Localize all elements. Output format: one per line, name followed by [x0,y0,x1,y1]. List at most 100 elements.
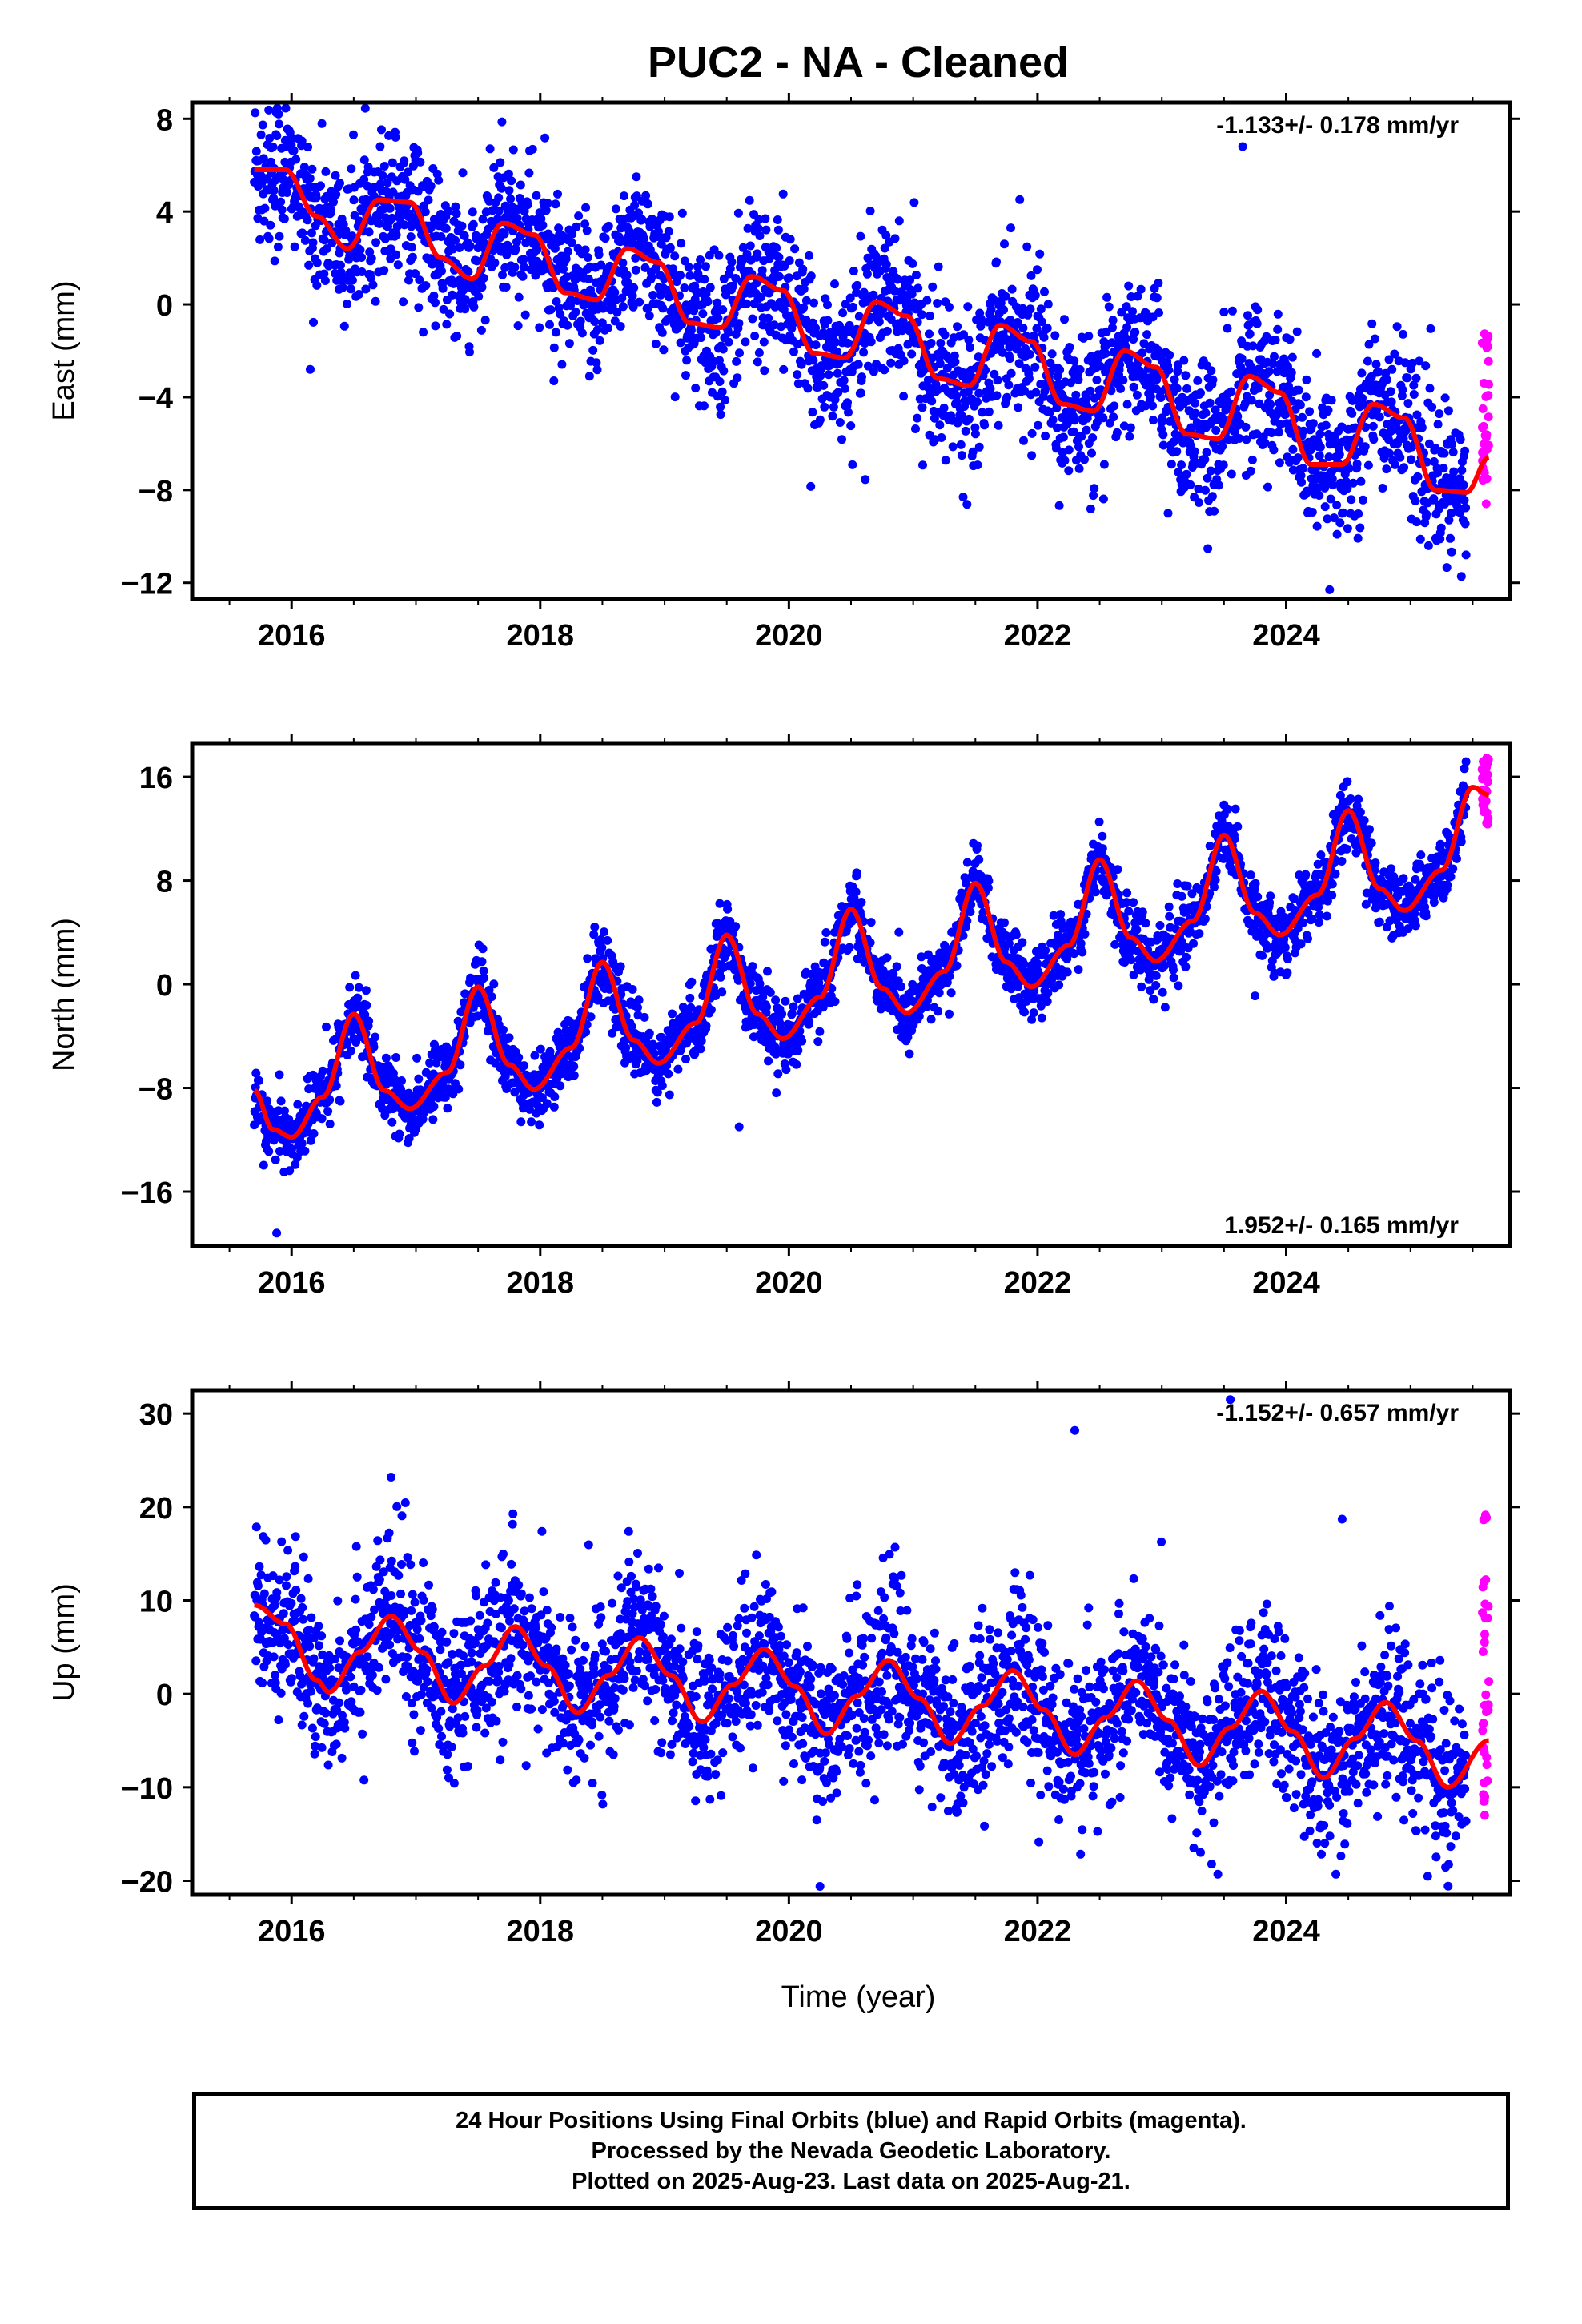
east-final-point [759,337,769,347]
east-y-axis-label: East (mm) [47,280,81,420]
east-final-point [460,231,469,240]
north-final-point [711,991,721,1000]
east-final-point [411,269,420,279]
east-final-point [299,163,309,172]
east-final-point [1413,472,1423,482]
east-final-point [464,267,473,277]
east-final-point [1353,533,1363,543]
north-final-point [431,1043,440,1053]
east-final-point [556,309,565,319]
east-final-point [1442,563,1452,573]
east-final-point [1302,375,1311,384]
north-final-point [889,969,898,979]
east-final-point [316,181,325,191]
east-final-point [632,191,641,201]
north-final-point [934,988,944,998]
east-final-point [276,197,286,207]
east-final-point [1194,485,1203,493]
east-final-point [774,271,784,281]
east-final-point [311,193,321,203]
east-final-point [275,231,284,241]
east-final-point [305,174,315,183]
east-final-point [1001,292,1010,301]
east-final-point [773,215,782,224]
east-final-point [414,303,424,312]
east-final-point [264,105,274,115]
east-final-point [628,291,637,300]
north-final-point [1027,1015,1037,1024]
east-final-point [1253,305,1263,315]
east-final-point [281,103,291,113]
east-final-point [1020,386,1029,396]
north-final-point [309,1129,319,1138]
east-final-point [1174,468,1183,477]
east-final-point [1308,419,1318,428]
east-final-point [419,328,428,337]
east-final-point [1122,323,1132,332]
east-final-point [925,329,934,339]
north-final-point [514,1053,524,1063]
east-final-point [1205,398,1215,408]
east-final-point [431,298,440,308]
east-final-point [1235,434,1244,443]
east-final-point [861,475,870,485]
east-final-point [549,343,559,352]
east-final-point [1077,432,1086,441]
east-final-point [839,376,849,385]
east-final-point [371,238,381,247]
east-rapid-point [1482,343,1492,352]
north-final-point [797,1036,807,1046]
east-final-point [743,223,753,233]
east-final-point [1014,403,1023,412]
east-final-point [764,313,773,323]
north-final-point [479,966,488,975]
east-final-point [917,403,927,412]
east-final-point [994,420,1003,430]
east-final-point [1019,436,1028,445]
east-final-point [656,290,665,300]
east-final-point [1313,483,1323,493]
east-final-point [733,208,743,218]
east-final-point [1132,390,1142,400]
east-final-point [1407,455,1416,464]
east-final-point [520,310,530,320]
east-final-point [1203,544,1213,553]
east-final-point [811,324,821,333]
east-final-point [849,267,858,275]
east-final-point [289,146,299,155]
east-final-point [939,403,949,412]
east-final-point [400,220,409,230]
east-final-point [686,325,696,335]
east-final-point [564,339,574,348]
east-final-point [760,366,769,376]
east-final-point [1095,361,1105,371]
north-final-point [271,1155,280,1164]
east-final-point [611,204,620,214]
east-final-point [1456,435,1465,444]
east-final-point [465,348,474,357]
east-final-point [488,246,498,255]
east-final-point [1390,349,1399,359]
north-final-point [364,1016,374,1026]
east-final-point [404,275,413,285]
east-final-point [665,212,674,222]
east-final-point [512,214,522,223]
east-final-point [1142,308,1151,318]
east-final-point [964,414,974,424]
east-final-point [1043,300,1053,309]
east-final-point [437,267,446,275]
east-final-point [1356,476,1366,486]
north-final-point [781,1065,791,1075]
east-final-point [1315,491,1324,500]
east-final-point [953,322,962,332]
east-final-point [1246,466,1255,476]
east-final-point [831,337,841,347]
east-final-point [1086,504,1095,513]
east-final-point [748,314,757,324]
east-final-point [1448,448,1458,457]
east-final-point [360,103,370,113]
north-final-point [633,1003,642,1012]
east-final-point [903,340,913,349]
east-final-point [551,328,560,337]
